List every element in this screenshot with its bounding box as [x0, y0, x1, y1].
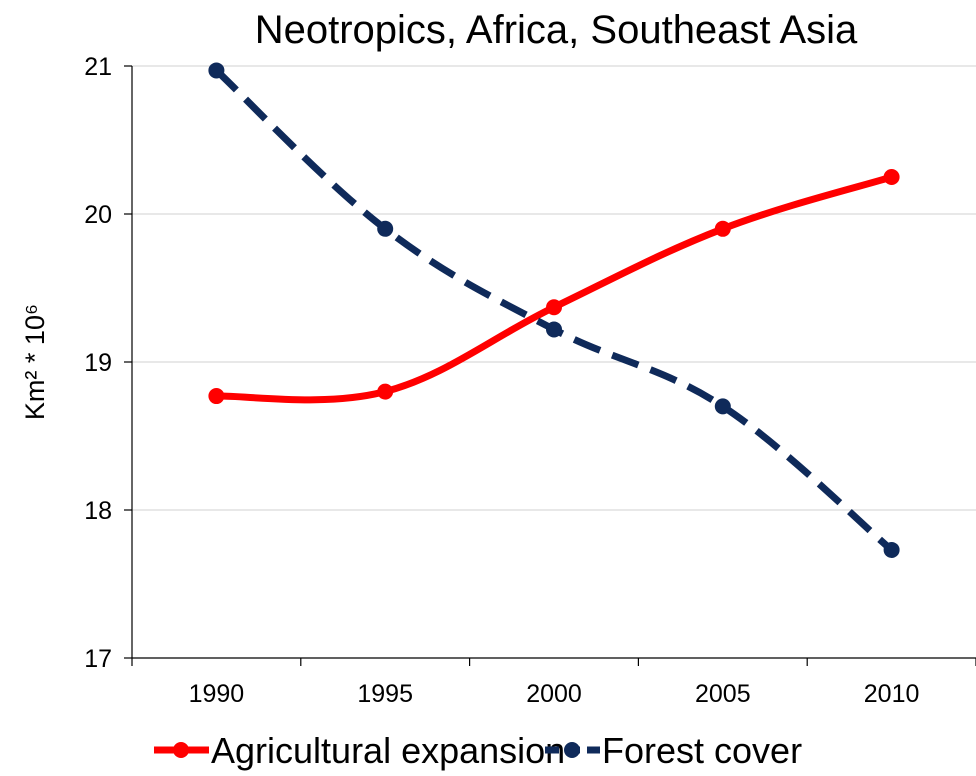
legend-label-0: Agricultural expansion [211, 730, 565, 771]
x-tick-label-1990: 1990 [189, 680, 245, 708]
y-axis-label: Km² * 10⁶ [20, 304, 50, 420]
series-1-point-2000 [546, 321, 562, 338]
series-0-point-1990 [208, 388, 225, 405]
x-tick-label-2000: 2000 [526, 680, 582, 708]
series-line-0 [216, 173, 893, 404]
y-tick-label-20: 20 [84, 201, 112, 229]
y-tick-labels: 17 18 19 20 21 [84, 53, 112, 673]
legend-item-1: Forest cover [545, 730, 802, 771]
x-tick-labels: 1990 1995 2000 2005 2010 [189, 680, 920, 708]
series-1-point-1990 [208, 62, 225, 79]
series-1 [208, 62, 900, 558]
series-layer [208, 62, 900, 558]
x-tick-label-2005: 2005 [695, 680, 751, 708]
series-1-point-2010 [883, 541, 900, 558]
y-tick-label-19: 19 [84, 349, 112, 377]
series-0-point-1995 [377, 383, 394, 400]
legend-label-1: Forest cover [602, 730, 802, 771]
series-0-point-2010 [883, 169, 900, 185]
series-0-point-2005 [714, 220, 731, 237]
axes [124, 65, 976, 666]
legend: Agricultural expansion Forest cover [154, 730, 802, 771]
legend-swatch-marker-0 [173, 742, 189, 758]
series-0 [208, 169, 900, 405]
series-1-point-1995 [377, 220, 394, 237]
x-tick-label-2010: 2010 [864, 680, 920, 708]
series-0-point-2000 [546, 299, 562, 316]
x-tick-label-1995: 1995 [357, 680, 413, 708]
y-tick-label-21: 21 [84, 53, 112, 81]
series-1-point-2005 [714, 398, 731, 415]
y-tick-label-18: 18 [84, 497, 112, 525]
gridlines [132, 65, 976, 511]
y-tick-label-17: 17 [84, 645, 112, 673]
legend-item-0: Agricultural expansion [154, 730, 565, 771]
legend-swatch-marker-1 [564, 742, 580, 758]
chart-title: Neotropics, Africa, Southeast Asia [255, 8, 858, 52]
